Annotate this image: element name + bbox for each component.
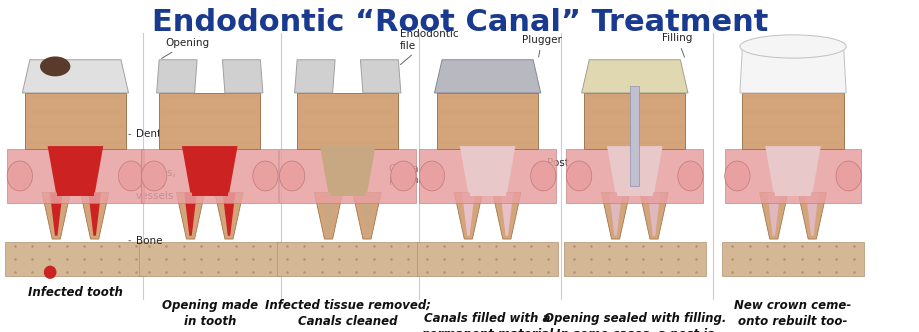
Bar [277, 242, 418, 276]
Bar [142, 149, 278, 203]
Polygon shape [159, 93, 260, 149]
Polygon shape [22, 60, 129, 93]
Polygon shape [294, 60, 335, 93]
Text: Opening made
in tooth: Opening made in tooth [162, 299, 257, 328]
Ellipse shape [391, 161, 415, 191]
Polygon shape [640, 193, 667, 239]
Polygon shape [581, 60, 687, 93]
Polygon shape [50, 193, 62, 236]
Polygon shape [320, 146, 375, 193]
Bar [616, 183, 652, 196]
Polygon shape [434, 60, 540, 93]
Ellipse shape [739, 35, 845, 58]
Text: Filling: Filling [662, 33, 692, 57]
Bar [139, 242, 280, 276]
Polygon shape [314, 193, 342, 239]
Text: Gutta -
percha: Gutta - percha [388, 163, 434, 185]
Ellipse shape [7, 161, 32, 191]
Text: New crown ceme-
onto rebuilt too-: New crown ceme- onto rebuilt too- [733, 299, 851, 328]
Polygon shape [739, 46, 845, 93]
Bar [566, 149, 702, 203]
Bar [57, 183, 94, 196]
Text: Post: Post [546, 158, 581, 168]
Ellipse shape [279, 161, 304, 191]
Bar [279, 149, 415, 203]
Bar [724, 149, 860, 203]
Bar [329, 183, 366, 196]
Polygon shape [353, 193, 380, 239]
Polygon shape [460, 146, 515, 193]
Text: Nerves,
blood
vessels: Nerves, blood vessels [129, 168, 176, 201]
Polygon shape [608, 193, 621, 236]
Ellipse shape [40, 56, 71, 76]
Text: Infected tooth: Infected tooth [28, 286, 123, 298]
Bar [774, 183, 811, 196]
Polygon shape [322, 193, 335, 236]
Text: Opening sealed with filling.
In some cases, a post is
inserted for extra support: Opening sealed with filling. In some cas… [543, 312, 725, 332]
Polygon shape [759, 193, 787, 239]
Polygon shape [182, 146, 237, 193]
Polygon shape [798, 193, 825, 239]
Bar [630, 86, 639, 186]
Polygon shape [215, 193, 243, 239]
Ellipse shape [566, 161, 591, 191]
Bar [191, 183, 228, 196]
Polygon shape [42, 193, 71, 239]
Polygon shape [48, 146, 103, 193]
Polygon shape [805, 193, 818, 236]
Text: Infected tissue removed;
Canals cleaned: Infected tissue removed; Canals cleaned [265, 299, 430, 328]
Polygon shape [184, 193, 197, 236]
Polygon shape [81, 193, 108, 239]
Polygon shape [222, 193, 235, 236]
Ellipse shape [119, 161, 143, 191]
Polygon shape [156, 60, 197, 93]
Text: Plugger: Plugger [521, 35, 561, 57]
Ellipse shape [677, 161, 702, 191]
Polygon shape [88, 193, 101, 236]
Ellipse shape [44, 266, 56, 279]
Polygon shape [584, 93, 685, 149]
Ellipse shape [419, 161, 444, 191]
Polygon shape [742, 93, 843, 149]
Ellipse shape [530, 161, 555, 191]
Polygon shape [360, 60, 401, 93]
Text: Canals filled with a
permanent material
(gutta - percha): Canals filled with a permanent material … [421, 312, 553, 332]
Polygon shape [454, 193, 482, 239]
Text: Opening: Opening [162, 38, 210, 58]
Bar [563, 242, 705, 276]
Bar [5, 242, 146, 276]
Ellipse shape [142, 161, 166, 191]
Bar [416, 242, 558, 276]
Polygon shape [766, 193, 779, 236]
Polygon shape [360, 193, 373, 236]
Bar [419, 149, 555, 203]
Text: Dentin: Dentin [129, 129, 171, 139]
Polygon shape [500, 193, 513, 236]
Polygon shape [222, 60, 263, 93]
Text: Endodontic “Root Canal” Treatment: Endodontic “Root Canal” Treatment [152, 8, 767, 37]
Polygon shape [647, 193, 660, 236]
Text: Endodontic
file: Endodontic file [400, 29, 459, 65]
Polygon shape [765, 146, 820, 193]
Ellipse shape [835, 161, 860, 191]
Polygon shape [601, 193, 629, 239]
Polygon shape [437, 93, 538, 149]
Polygon shape [176, 193, 205, 239]
Ellipse shape [724, 161, 749, 191]
Bar [469, 183, 505, 196]
Polygon shape [493, 193, 520, 239]
Ellipse shape [253, 161, 278, 191]
Polygon shape [461, 193, 474, 236]
Polygon shape [25, 93, 126, 149]
Polygon shape [607, 146, 662, 193]
Bar [721, 242, 863, 276]
Polygon shape [297, 93, 398, 149]
Text: Bone: Bone [129, 236, 163, 246]
Bar [7, 149, 143, 203]
